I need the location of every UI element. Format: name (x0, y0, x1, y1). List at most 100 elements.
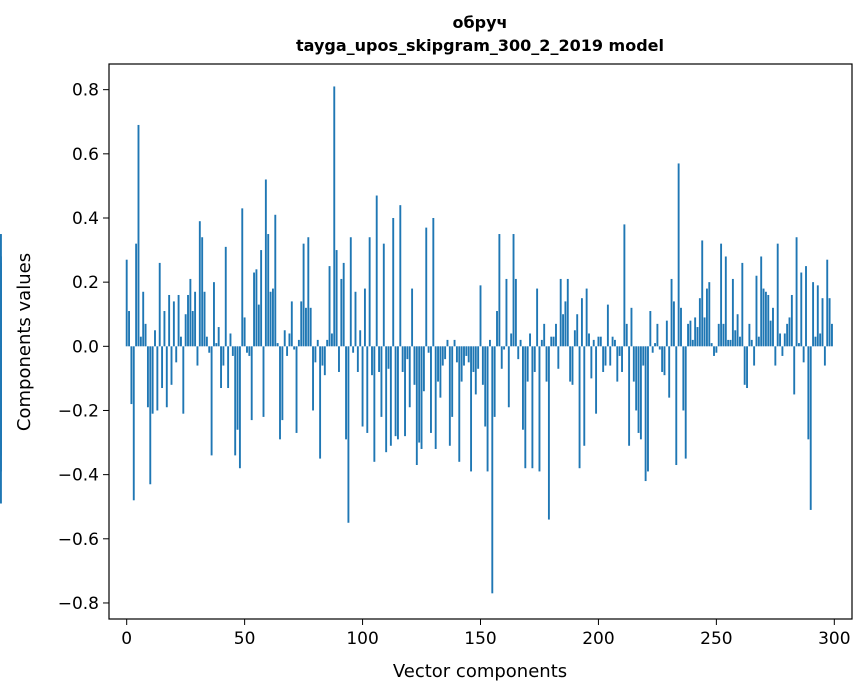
bar-component-39 (217, 327, 220, 347)
bar-component-20 (172, 301, 175, 347)
bar-component-57 (260, 250, 263, 347)
bar-component-140 (455, 346, 458, 363)
bar-component-56 (257, 304, 260, 347)
bar-component-45 (231, 346, 234, 356)
bar-component-228 (663, 346, 666, 376)
bar-component-237 (684, 346, 687, 459)
bar-component-227 (661, 346, 664, 372)
bar-component-181 (552, 336, 555, 347)
bar-component-90 (338, 346, 340, 372)
bar-component-275 (774, 346, 777, 366)
bar-component-75 (302, 243, 305, 347)
chart-subtitle: tayga_upos_skipgram_300_2_2019 model (296, 36, 664, 55)
bar-component-108 (380, 346, 383, 417)
x-tick-label: 150 (464, 629, 496, 649)
bar-component-173 (533, 346, 536, 372)
bar-component-263 (746, 346, 748, 389)
bar-component-133 (439, 346, 442, 398)
bar-component-10 (149, 346, 152, 485)
bar-component-5 (137, 124, 140, 347)
bar-component-33 (203, 291, 206, 347)
bar-component-280 (786, 323, 789, 347)
bar-component-92 (342, 262, 345, 347)
bars-group (0, 86, 833, 594)
x-tick-label: 300 (818, 629, 850, 649)
bar-component-238 (687, 323, 690, 347)
bar-component-150 (479, 285, 482, 347)
y-tick-label: 0.4 (72, 209, 99, 229)
bar-component-35 (208, 346, 211, 353)
bar-component-254 (724, 256, 727, 347)
bar-component-62 (271, 288, 274, 347)
bar-component-78 (309, 307, 312, 347)
bar-component-255 (727, 339, 730, 347)
bar-component-200 (597, 336, 600, 347)
bar-component-84 (323, 346, 326, 376)
bar-component-25 (184, 314, 187, 347)
bar-component-97 (354, 291, 357, 347)
bar-component-103 (368, 237, 371, 347)
y-tick-label: −0.4 (58, 466, 99, 486)
bar-component-46 (234, 346, 237, 456)
bar-component-80 (314, 346, 317, 363)
x-tick-label: 0 (121, 629, 132, 649)
bar-component-98 (356, 346, 359, 372)
bar-component-169 (524, 346, 527, 469)
bar-component-17 (165, 346, 168, 408)
bar-component-220 (644, 346, 647, 482)
bar-component-171 (529, 333, 531, 347)
bar-component-102 (366, 346, 369, 433)
bar-component-156 (493, 346, 496, 417)
bar-component-71 (293, 346, 296, 350)
bar-component-41 (222, 346, 225, 366)
bar-component-24 (182, 346, 185, 414)
bar-component-6 (139, 336, 142, 347)
bar-component-297 (826, 259, 829, 347)
bar-component-289 (807, 346, 810, 440)
bar-component-121 (411, 288, 414, 347)
bar-component-154 (488, 339, 491, 347)
bar-component-271 (764, 291, 767, 347)
bar-component-162 (507, 346, 510, 408)
bar-component-36 (210, 346, 213, 456)
bar-component-188 (569, 346, 572, 382)
bar-component-74 (300, 301, 303, 347)
bar-component-94 (347, 346, 350, 523)
bar-component-243 (698, 298, 701, 347)
bar-component-117 (401, 346, 404, 372)
bar-component-210 (621, 346, 623, 372)
bar-component-105 (373, 346, 376, 462)
bar-component-53 (250, 346, 253, 421)
bar-component-69 (288, 333, 291, 347)
bar-component-159 (500, 346, 503, 369)
bar-component-141 (458, 346, 461, 462)
bar-component-32 (201, 237, 204, 347)
bar-component-187 (566, 278, 569, 347)
bar-component-19 (170, 346, 173, 385)
bar-component-160 (503, 346, 506, 350)
bar-component-136 (446, 339, 449, 347)
bar-component-88 (333, 86, 336, 347)
bar-component-240 (691, 339, 694, 347)
bar-component-232 (672, 301, 675, 347)
bar-component-139 (453, 339, 456, 347)
bar-component-204 (606, 304, 609, 347)
bar-component-206 (611, 336, 614, 347)
bar-component-193 (580, 298, 583, 347)
y-tick-label: −0.8 (58, 594, 99, 614)
bar-component-120 (408, 346, 411, 408)
bar-component-85 (326, 339, 329, 347)
bar-component-248 (710, 343, 713, 347)
bar-component-151 (481, 346, 484, 385)
bar-component-134 (441, 346, 444, 366)
bar-component-40 (220, 346, 222, 389)
bar-component-292 (814, 336, 817, 347)
bar-component-166 (517, 346, 520, 360)
bar-component-9 (146, 346, 149, 408)
bar-component-267 (755, 275, 758, 347)
bar-component-65 (279, 346, 281, 440)
bar-component-264 (748, 323, 751, 347)
bar-component-114 (394, 346, 397, 437)
bar-component-217 (637, 346, 640, 433)
bar-component-176 (540, 339, 543, 347)
